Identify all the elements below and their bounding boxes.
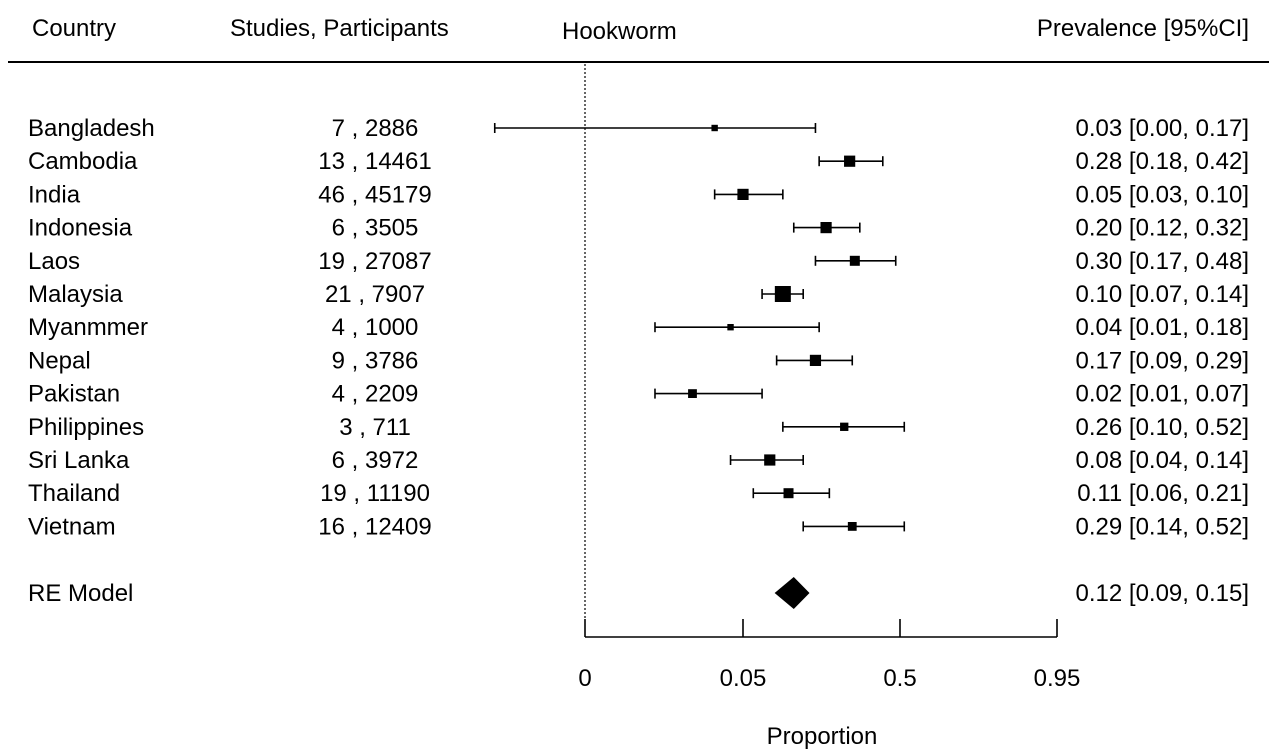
summary-label: RE Model	[28, 580, 133, 607]
row-studies-label: 9 , 3786	[332, 347, 419, 374]
estimate-point	[711, 124, 718, 132]
estimate-point	[820, 222, 832, 234]
summary-estimate-label: 0.12 [0.09, 0.15]	[1076, 580, 1249, 607]
header-country: Country	[32, 15, 116, 42]
row-studies-label: 4 , 1000	[332, 314, 419, 341]
row-estimate-label: 0.02 [0.01, 0.07]	[1076, 381, 1249, 408]
x-tick-label: 0.05	[720, 665, 767, 692]
row-studies-label: 4 , 2209	[332, 381, 419, 408]
summary-diamond	[774, 577, 810, 609]
row-estimate-label: 0.30 [0.17, 0.48]	[1076, 248, 1249, 275]
row-country-label: Pakistan	[28, 381, 120, 408]
x-tick-label: 0	[578, 665, 591, 692]
row-country-label: Laos	[28, 248, 80, 275]
estimate-point	[774, 286, 791, 302]
row-studies-label: 6 , 3505	[332, 215, 419, 242]
row-estimate-label: 0.29 [0.14, 0.52]	[1076, 513, 1249, 540]
estimate-point	[847, 522, 857, 531]
x-axis-label: Proportion	[767, 723, 878, 749]
row-studies-label: 13 , 14461	[318, 148, 431, 175]
row-country-label: Myanmmer	[28, 314, 148, 341]
row-studies-label: 3 , 711	[339, 414, 411, 441]
row-estimate-label: 0.20 [0.12, 0.32]	[1076, 215, 1249, 242]
row-country-label: Malaysia	[28, 281, 123, 308]
row-estimate-label: 0.08 [0.04, 0.14]	[1076, 447, 1249, 474]
row-studies-label: 46 , 45179	[318, 181, 431, 208]
estimate-point	[688, 389, 697, 398]
row-studies-label: 19 , 27087	[318, 248, 431, 275]
x-tick-label: 0.5	[883, 665, 916, 692]
row-country-label: India	[28, 181, 81, 208]
header-estimate: Prevalence [95%CI]	[1037, 15, 1249, 42]
x-tick-label: 0.95	[1034, 665, 1081, 692]
rows-layer: Bangladesh 7 , 2886 0.03 [0.00, 0.17] Cambo…	[28, 115, 1249, 540]
estimate-point	[783, 488, 794, 499]
row-estimate-label: 0.10 [0.07, 0.14]	[1076, 281, 1249, 308]
estimate-point	[840, 422, 849, 431]
row-estimate-label: 0.17 [0.09, 0.29]	[1076, 347, 1249, 374]
row-country-label: Indonesia	[28, 215, 133, 242]
estimate-point	[727, 324, 734, 331]
row-country-label: Bangladesh	[28, 115, 155, 142]
x-axis: 0 0.05 0.5 0.95	[578, 619, 1080, 692]
row-studies-label: 21 , 7907	[325, 281, 425, 308]
estimate-point	[764, 454, 776, 466]
row-estimate-label: 0.03 [0.00, 0.17]	[1076, 115, 1249, 142]
row-estimate-label: 0.26 [0.10, 0.52]	[1076, 414, 1249, 441]
row-country-label: Vietnam	[28, 513, 116, 540]
header-outcome: Hookworm	[562, 18, 677, 45]
estimate-point	[737, 188, 749, 200]
row-studies-label: 6 , 3972	[332, 447, 419, 474]
row-studies-label: 16 , 12409	[318, 513, 431, 540]
row-country-label: Thailand	[28, 480, 120, 507]
row-country-label: Philippines	[28, 414, 144, 441]
row-country-label: Cambodia	[28, 148, 138, 175]
row-studies-label: 7 , 2886	[332, 115, 419, 142]
summary-layer: RE Model 0.12 [0.09, 0.15]	[28, 577, 1249, 609]
estimate-point	[844, 155, 856, 167]
estimate-point	[809, 354, 822, 366]
row-studies-label: 19 , 11190	[320, 480, 430, 507]
row-country-label: Sri Lanka	[28, 447, 130, 474]
row-estimate-label: 0.05 [0.03, 0.10]	[1076, 181, 1249, 208]
estimate-point	[849, 255, 860, 266]
row-estimate-label: 0.28 [0.18, 0.42]	[1076, 148, 1249, 175]
row-country-label: Nepal	[28, 347, 91, 374]
row-estimate-label: 0.04 [0.01, 0.18]	[1076, 314, 1249, 341]
header-studies: Studies, Participants	[230, 15, 449, 42]
row-estimate-label: 0.11 [0.06, 0.21]	[1077, 480, 1249, 507]
